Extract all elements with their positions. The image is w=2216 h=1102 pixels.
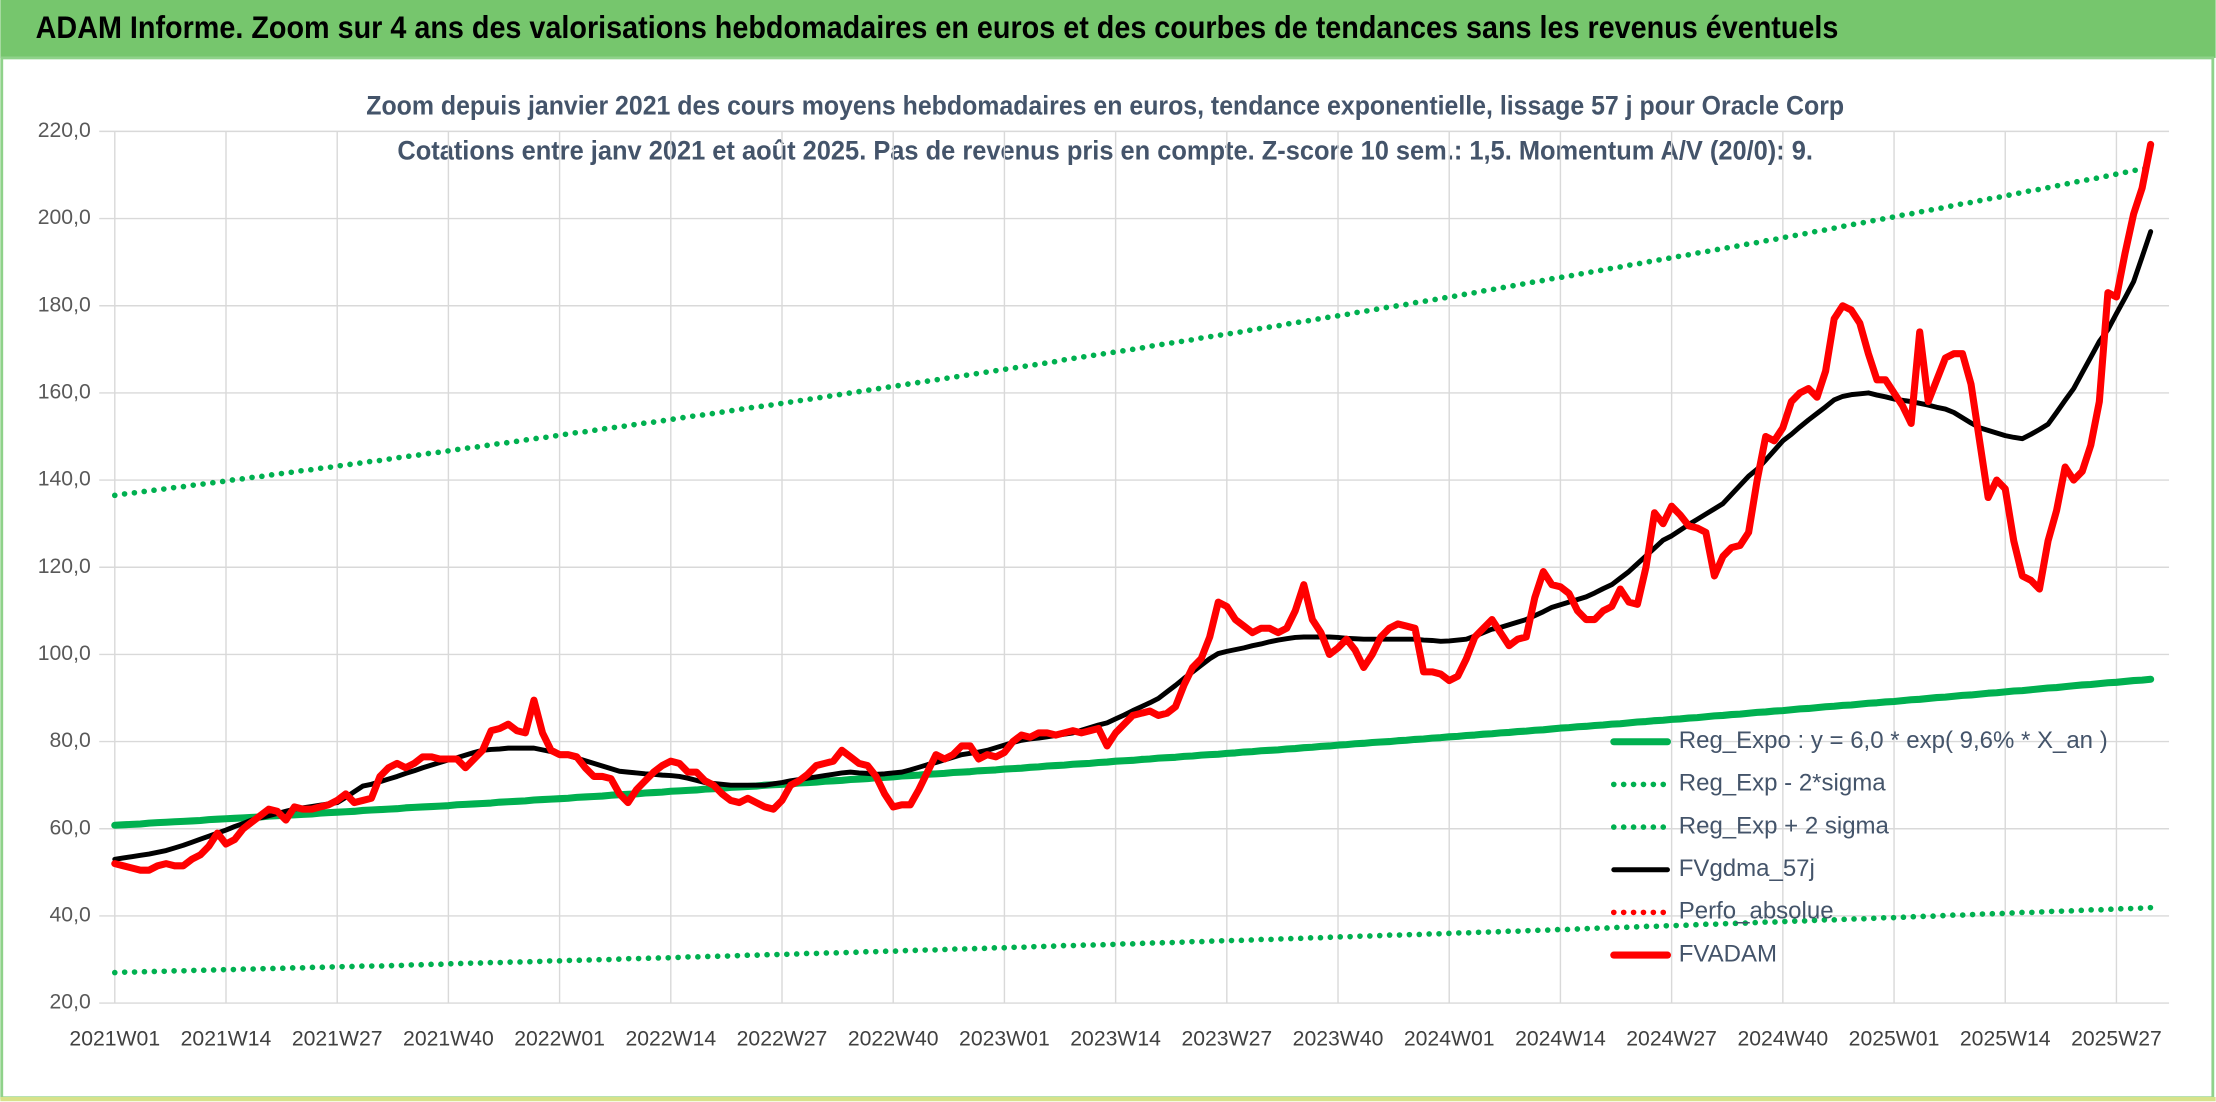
y-tick-label: 100,0: [38, 642, 91, 665]
x-tick-label: 2024W27: [1626, 1027, 1717, 1050]
series-line: [111, 140, 2155, 874]
legend-label: Reg_Exp - 2*sigma: [1679, 770, 1886, 797]
x-tick-label: 2024W01: [1404, 1027, 1495, 1050]
header-bar: [0, 0, 2216, 58]
grid: 20,0 40,0 60,0 80,0 100,0 120,0 140,0 160,0 180,…: [38, 119, 2170, 1050]
legend-label: Reg_Expo : y = 6,0 * exp( 9,6% * X_an ): [1679, 727, 2108, 754]
legend-label: FVgdma_57j: [1679, 855, 1815, 882]
y-tick-label: 140,0: [38, 468, 91, 491]
series-line: [111, 904, 2154, 976]
x-tick-label: 2022W14: [625, 1027, 716, 1050]
legend-label: FVADAM: [1679, 940, 1777, 967]
plot: [111, 140, 2155, 976]
y-tick-label: 80,0: [50, 729, 91, 752]
y-tick-label: 120,0: [38, 555, 91, 578]
y-tick-label: 40,0: [50, 904, 91, 927]
x-tick-label: 2024W14: [1515, 1027, 1606, 1050]
x-tick-label: 2021W01: [69, 1027, 160, 1050]
x-tick-label: 2024W40: [1737, 1027, 1828, 1050]
x-tick-label: 2025W14: [1960, 1027, 2051, 1050]
x-tick-label: 2021W40: [403, 1027, 494, 1050]
y-tick-label: 200,0: [38, 206, 91, 229]
y-tick-label: 60,0: [50, 816, 91, 839]
y-tick-label: 160,0: [38, 380, 91, 403]
x-tick-label: 2025W01: [1849, 1027, 1940, 1050]
x-tick-label: 2023W40: [1293, 1027, 1384, 1050]
x-tick-label: 2023W01: [959, 1027, 1050, 1050]
x-tick-label: 2023W27: [1181, 1027, 1272, 1050]
x-tick-label: 2021W14: [181, 1027, 272, 1050]
chart-title: Zoom depuis janvier 2021 des cours moyen…: [366, 90, 1844, 120]
x-tick-label: 2022W27: [737, 1027, 828, 1050]
x-tick-label: 2025W27: [2071, 1027, 2162, 1050]
x-tick-label: 2021W27: [292, 1027, 383, 1050]
chart-subtitle: Cotations entre janv 2021 et août 2025. …: [397, 136, 1813, 166]
x-tick-label: 2023W14: [1070, 1027, 1161, 1050]
y-tick-label: 220,0: [38, 119, 91, 142]
x-tick-label: 2022W40: [848, 1027, 939, 1050]
y-tick-label: 180,0: [38, 293, 91, 316]
legend: Reg_Expo : y = 6,0 * exp( 9,6% * X_an ) R…: [1610, 727, 2108, 967]
y-tick-label: 20,0: [50, 991, 91, 1014]
legend-label: Perfo_absolue: [1679, 898, 1834, 925]
legend-label: Reg_Exp + 2 sigma: [1679, 812, 1890, 839]
page-title: ADAM Informe. Zoom sur 4 ans des valoris…: [36, 10, 1839, 45]
x-tick-label: 2022W01: [514, 1027, 605, 1050]
series-line: [111, 164, 2154, 499]
series-line: [111, 675, 2155, 829]
